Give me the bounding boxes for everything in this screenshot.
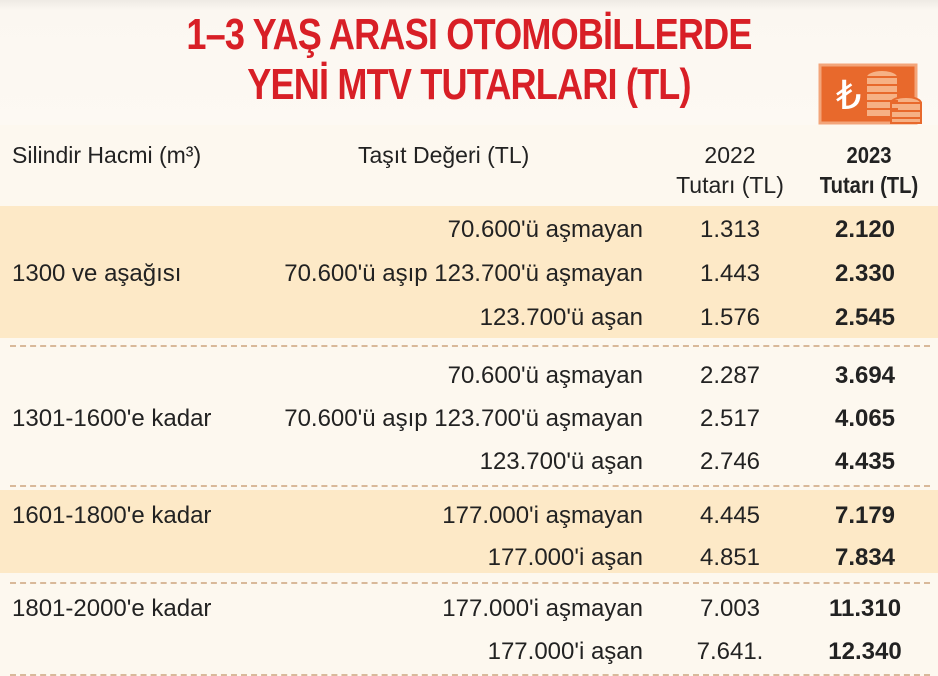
group-band-1 <box>0 206 938 338</box>
vehicle-value: 177.000'i aşan <box>487 638 643 665</box>
lira-coins-icon: ₺ <box>818 63 922 125</box>
title-line-2: YENİ MTV TUTARLARI (TL) <box>247 60 691 109</box>
title-banner: 1–3 YAŞ ARASI OTOMOBİLLERDE YENİ MTV TUT… <box>0 0 938 125</box>
row-divider <box>10 345 930 347</box>
header-2022-year: 2022 <box>704 142 756 168</box>
amount-2022: 1.576 <box>699 304 761 331</box>
amount-2023: 4.435 <box>834 448 896 475</box>
header-engine-size: Silindir Hacmi (m³) <box>12 142 202 168</box>
table-row: 1801-2000'e kadar 177.000'i aşmayan 7.00… <box>0 587 938 631</box>
amount-2023: 2.120 <box>834 216 896 243</box>
amount-2023: 2.330 <box>834 260 896 287</box>
amount-2022: 2.517 <box>699 405 761 432</box>
header-2022-label: Tutarı (TL) <box>676 172 784 198</box>
table-row: 177.000'i aşan 4.851 7.834 <box>0 536 938 580</box>
vehicle-value: 123.700'ü aşan <box>479 304 643 331</box>
table-row: 1300 ve aşağısı 70.600'ü aşıp 123.700'ü … <box>0 252 938 296</box>
engine-category: 1801-2000'e kadar <box>12 595 212 622</box>
amount-2023: 3.694 <box>834 362 896 389</box>
table-row: 70.600'ü aşmayan 2.287 3.694 <box>0 354 938 398</box>
header-2023-year: 2023 <box>846 142 892 168</box>
vehicle-value: 123.700'ü aşan <box>479 448 643 475</box>
amount-2022: 7.641. <box>696 638 764 665</box>
group-band-3 <box>0 490 938 573</box>
table-row: 70.600'ü aşmayan 1.313 2.120 <box>0 208 938 252</box>
amount-2022: 1.443 <box>699 260 761 287</box>
vehicle-value: 177.000'i aşmayan <box>442 595 643 622</box>
svg-text:₺: ₺ <box>836 73 861 119</box>
amount-2022: 4.445 <box>699 502 761 529</box>
table-row: 1601-1800'e kadar 177.000'i aşmayan 4.44… <box>0 494 938 538</box>
header-2023-label: Tutarı (TL) <box>819 172 919 198</box>
amount-2023: 7.834 <box>834 544 896 571</box>
vehicle-value: 177.000'i aşan <box>487 544 643 571</box>
header-2023: 2023 Tutarı (TL) <box>808 140 929 200</box>
title-line-1: 1–3 YAŞ ARASI OTOMOBİLLERDE <box>186 10 752 59</box>
amount-2023: 11.310 <box>828 595 902 622</box>
engine-category: 1301-1600'e kadar <box>12 405 212 432</box>
row-divider <box>10 674 930 676</box>
row-divider <box>10 485 930 487</box>
vehicle-value: 70.600'ü aşmayan <box>447 362 643 389</box>
amount-2022: 2.287 <box>699 362 761 389</box>
vehicle-value: 70.600'ü aşmayan <box>447 216 643 243</box>
vehicle-value: 70.600'ü aşıp 123.700'ü aşmayan <box>284 260 643 287</box>
amount-2022: 4.851 <box>699 544 761 571</box>
amount-2022: 1.313 <box>699 216 761 243</box>
amount-2023: 4.065 <box>834 405 896 432</box>
vehicle-value: 177.000'i aşmayan <box>442 502 643 529</box>
header-2022: 2022 Tutarı (TL) <box>660 140 800 200</box>
table-row: 123.700'ü aşan 2.746 4.435 <box>0 440 938 484</box>
table-row: 177.000'i aşan 7.641. 12.340 <box>0 630 938 674</box>
table-row: 1301-1600'e kadar 70.600'ü aşıp 123.700'… <box>0 397 938 441</box>
amount-2023: 12.340 <box>828 638 902 665</box>
amount-2022: 2.746 <box>699 448 761 475</box>
row-divider <box>10 582 930 584</box>
amount-2022: 7.003 <box>699 595 761 622</box>
amount-2023: 2.545 <box>834 304 896 331</box>
amount-2023: 7.179 <box>834 502 896 529</box>
table-row: 123.700'ü aşan 1.576 2.545 <box>0 296 938 340</box>
engine-category: 1300 ve aşağısı <box>12 260 182 287</box>
engine-category: 1601-1800'e kadar <box>12 502 212 529</box>
header-vehicle-value: Taşıt Değeri (TL) <box>358 142 530 168</box>
vehicle-value: 70.600'ü aşıp 123.700'ü aşmayan <box>284 405 643 432</box>
